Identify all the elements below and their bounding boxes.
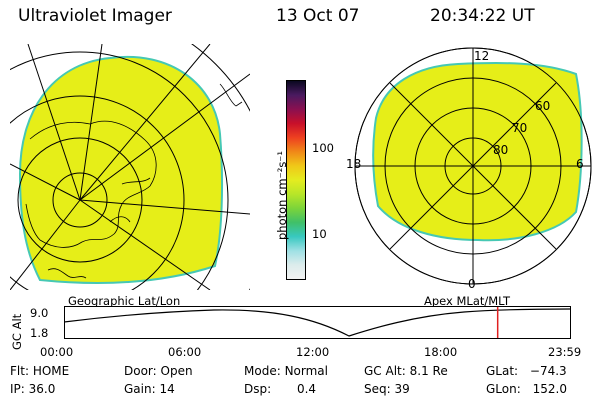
mode-status: Mode: Normal (244, 364, 328, 378)
flt-value: HOME (32, 364, 70, 378)
colorbar-tick-100: 100 (312, 141, 334, 155)
ip-label: IP: (10, 382, 25, 396)
glon-value: 152.0 (532, 382, 567, 396)
glat-status: GLat: −74.3 (486, 364, 567, 378)
timeline-tick-1200: 12:00 (296, 345, 330, 359)
mlt-label-12: 12 (474, 49, 489, 63)
dsp-status: Dsp: 0.4 (244, 382, 316, 396)
timeline-tick-1800: 18:00 (424, 345, 458, 359)
geo-lat-circles (10, 44, 250, 290)
observation-date: 13 Oct 07 (276, 6, 360, 26)
timeline-ymax: 9.0 (30, 306, 49, 320)
flt-status: Flt: HOME (10, 364, 69, 378)
lat-label-70: 70 (512, 121, 527, 135)
mode-value: Normal (284, 364, 328, 378)
glat-label: GLat: (486, 364, 519, 378)
colorbar-unit-label: photon cm⁻²s⁻¹ (275, 151, 289, 240)
dsp-label: Dsp: (244, 382, 272, 396)
gcalt-value: 8.1 Re (409, 364, 448, 378)
glon-status: GLon: 152.0 (486, 382, 567, 396)
mag-image-fill (372, 62, 583, 242)
timeline-tick-0600: 06:00 (168, 345, 202, 359)
magnetic-image-panel[interactable]: 12 18 6 0 60 70 80 (338, 44, 600, 290)
ip-value: 36.0 (28, 382, 56, 396)
colorbar (286, 80, 306, 280)
mlt-label-18: 18 (346, 157, 361, 171)
gain-status: Gain: 14 (124, 382, 175, 396)
door-status: Door: Open (124, 364, 193, 378)
altitude-timeline[interactable] (64, 306, 572, 340)
gain-value: 14 (159, 382, 175, 396)
seq-value: 39 (394, 382, 410, 396)
geo-panel-label: Geographic Lat/Lon (68, 294, 181, 308)
gain-label: Gain: (124, 382, 156, 396)
observation-time: 20:34:22 UT (430, 6, 535, 26)
gcalt-label: GC Alt: (364, 364, 406, 378)
ip-status: IP: 36.0 (10, 382, 55, 396)
seq-status: Seq: 39 (364, 382, 410, 396)
glon-label: GLon: (486, 382, 521, 396)
geographic-image-panel[interactable] (10, 44, 250, 290)
timeline-tick-2359: 23:59 (548, 345, 582, 359)
mag-panel-label: Apex MLat/MLT (424, 294, 511, 308)
dsp-value: 0.4 (296, 382, 317, 396)
geo-coastline (25, 120, 157, 248)
altitude-curve (64, 308, 571, 337)
timeline-ymin: 1.8 (30, 326, 49, 340)
mag-mlt-lines (355, 48, 591, 284)
geo-meridians (10, 44, 250, 290)
glat-value: −74.3 (529, 364, 567, 378)
timeline-tick-0000: 00:00 (40, 345, 74, 359)
gcalt-status: GC Alt: 8.1 Re (364, 364, 448, 378)
mode-label: Mode: (244, 364, 281, 378)
mlt-label-6: 6 (576, 157, 584, 171)
mlt-label-0: 0 (468, 277, 476, 290)
lat-label-80: 80 (493, 143, 508, 157)
door-value: Open (160, 364, 193, 378)
lat-label-60: 60 (535, 99, 550, 113)
seq-label: Seq: (364, 382, 391, 396)
flt-label: Flt: (10, 364, 29, 378)
timeline-axis-label: GC Alt (10, 313, 24, 350)
colorbar-gradient (286, 80, 306, 280)
door-label: Door: (124, 364, 157, 378)
colorbar-tick-10: 10 (312, 227, 327, 241)
instrument-title: Ultraviolet Imager (18, 6, 172, 26)
